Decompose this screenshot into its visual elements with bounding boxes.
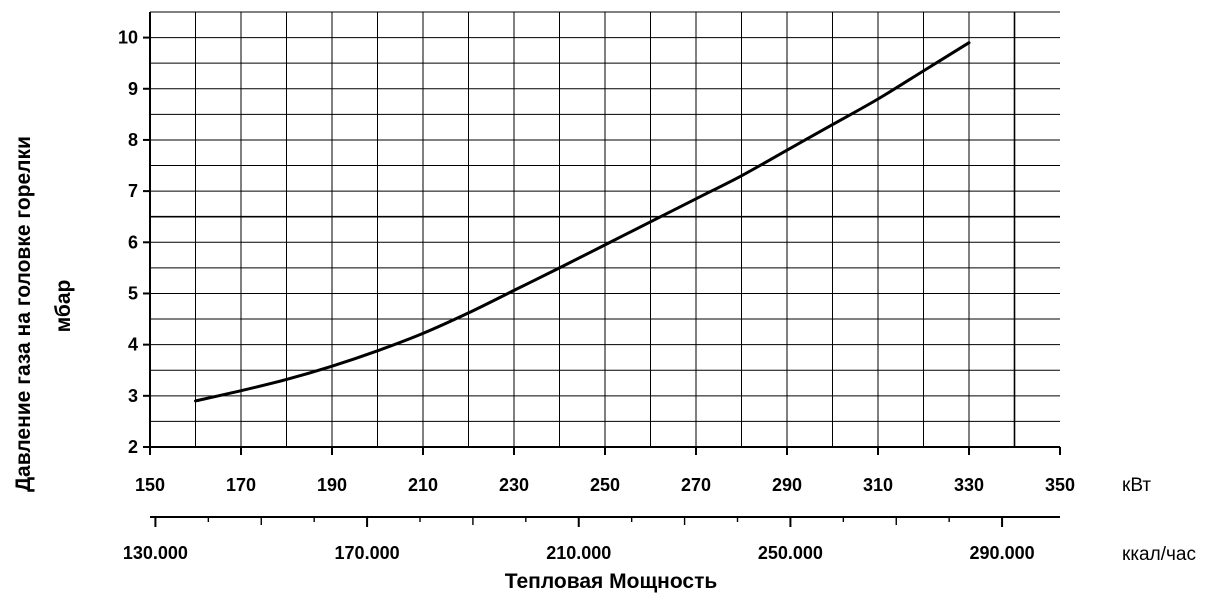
x-unit-secondary: ккал/час [1122,544,1196,565]
x-axis-title: Тепловая Мощность [505,570,718,593]
x-tick-label: 350 [1045,475,1075,495]
secondary-x-tick-label: 250.000 [758,543,823,563]
x-tick-label: 250 [590,475,620,495]
secondary-x-tick-label: 130.000 [123,543,188,563]
secondary-x-tick-label: 170.000 [335,543,400,563]
y-tick-label: 3 [128,386,138,406]
y-tick-label: 10 [118,28,138,48]
y-tick-label: 2 [128,437,138,457]
axes [143,12,1061,527]
x-tick-label: 270 [681,475,711,495]
series-line [194,41,971,403]
y-tick-label: 6 [128,232,138,252]
y-tick-label: 8 [128,130,138,150]
y-axis-unit: мбар [52,280,75,333]
x-tick-label: 310 [863,475,893,495]
x-tick-label: 330 [954,475,984,495]
x-tick-label: 290 [772,475,802,495]
x-tick-label: 150 [135,475,165,495]
y-tick-label: 5 [128,283,138,303]
y-tick-label: 7 [128,181,138,201]
grid [150,11,1060,447]
y-axis-title: Давление газа на головке горелки [12,136,35,492]
x-unit-primary: кВт [1122,475,1151,496]
x-tick-label: 230 [499,475,529,495]
secondary-x-tick-label: 290.000 [970,543,1035,563]
y-tick-label: 4 [128,335,138,355]
series-layer [194,41,971,403]
x-tick-label: 170 [226,475,256,495]
reference-lines [150,12,1060,447]
secondary-x-tick-label: 210.000 [546,543,611,563]
x-tick-label: 210 [408,475,438,495]
x-tick-label: 190 [317,475,347,495]
y-tick-label: 9 [128,79,138,99]
labels: кВт ккал/час Тепловая Мощность Давление … [12,28,1196,593]
